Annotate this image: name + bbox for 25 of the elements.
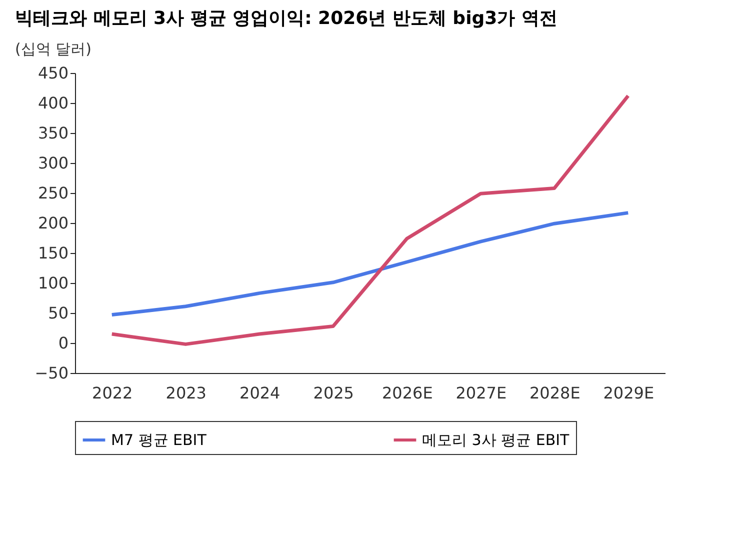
legend-label: M7 평균 EBIT (111, 431, 208, 449)
y-tick-label: 450 (38, 64, 68, 82)
x-tick-label: 2028E (529, 384, 580, 402)
y-tick-label: 200 (38, 214, 68, 232)
line-series (110, 94, 630, 346)
line-series (110, 211, 630, 317)
y-tick-label: 300 (38, 154, 68, 172)
y-axis-title: (십억 달러) (15, 40, 92, 58)
y-tick-label: −50 (34, 364, 68, 382)
x-tick-label: 2023 (166, 384, 206, 402)
y-tick-label: 0 (58, 334, 68, 352)
y-tick-label: 50 (48, 304, 68, 322)
x-tick-label: 2029E (603, 384, 654, 402)
y-tick-label: 150 (38, 244, 68, 262)
y-tick-label: 350 (38, 124, 68, 142)
x-tick-label: 2026E (382, 384, 433, 402)
x-tick-label: 2027E (456, 384, 507, 402)
x-tick-label: 2025 (313, 384, 354, 402)
x-tick-label: 2024 (240, 384, 280, 402)
legend-label: 메모리 3사 평균 EBIT (422, 431, 570, 449)
chart-title: 빅테크와 메모리 3사 평균 영업이익: 2026년 반도체 big3가 역전 (15, 8, 558, 29)
y-tick-label: 100 (38, 274, 68, 292)
y-tick-label: 250 (38, 184, 68, 202)
y-tick-label: 400 (38, 94, 68, 112)
x-tick-label: 2022 (92, 384, 133, 402)
